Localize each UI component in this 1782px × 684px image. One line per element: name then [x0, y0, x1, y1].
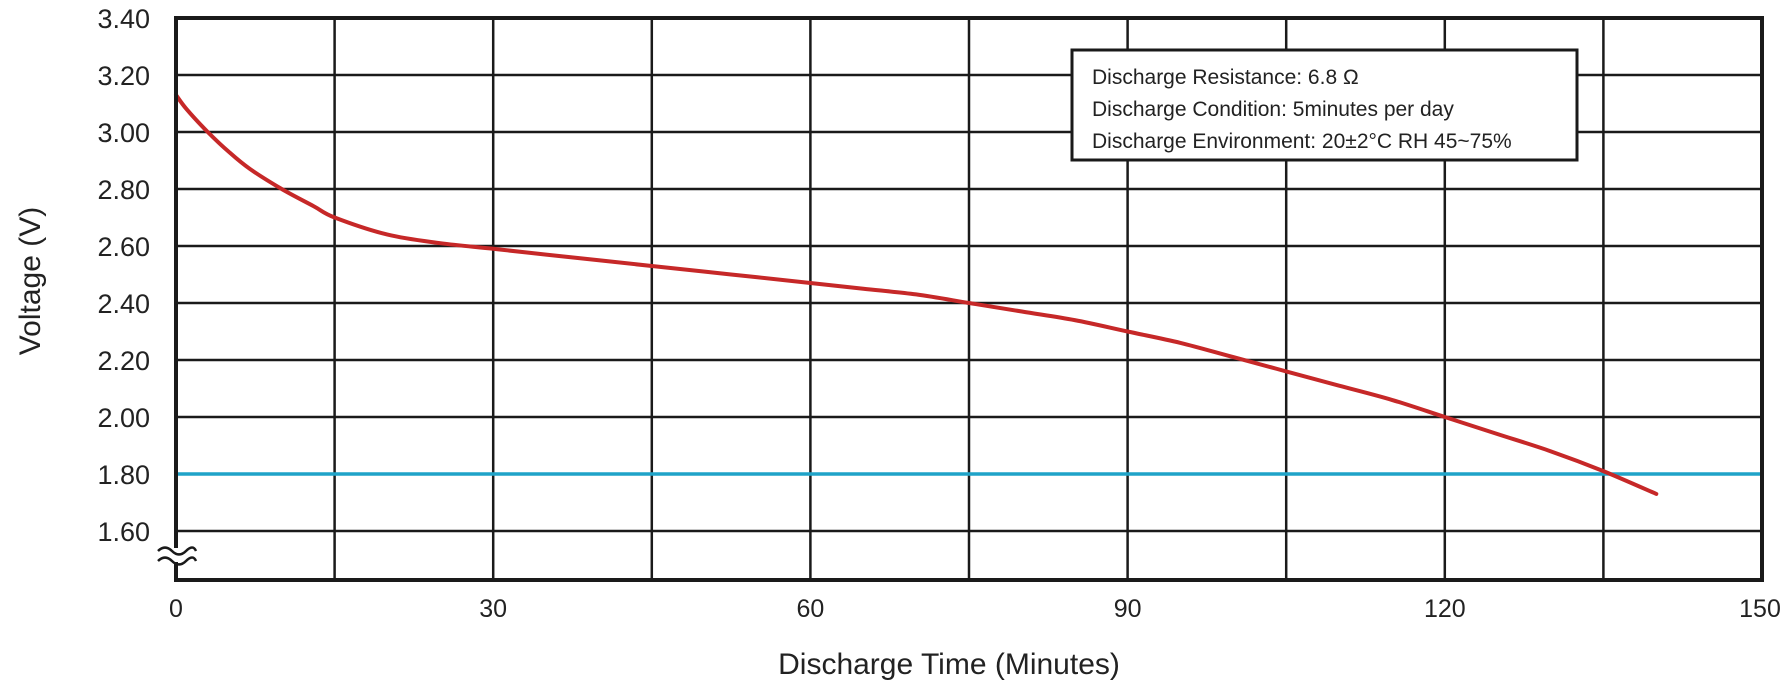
x-tick-label: 30 [479, 595, 507, 623]
y-tick-label: 1.80 [97, 460, 150, 490]
axis-break-mark [157, 556, 198, 566]
legend-box: Discharge Resistance: 6.8 Ω Discharge Co… [1070, 48, 1579, 162]
y-tick-labels: 1.60 1.80 2.00 2.20 2.40 2.60 2.80 3.00 3.20 3.40 [97, 4, 150, 547]
y-tick-label: 2.00 [97, 403, 150, 433]
y-tick-label: 3.00 [97, 118, 150, 148]
x-tick-label: 0 [169, 595, 183, 623]
y-tick-label: 2.20 [97, 346, 150, 376]
legend-border [1070, 48, 1579, 162]
y-tick-label: 3.20 [97, 61, 150, 91]
plot-frame [174, 16, 1764, 582]
y-axis-title: Voltage (V) [14, 207, 47, 355]
x-tick-label: 150 [1739, 595, 1781, 623]
axis-break-mark [157, 546, 198, 556]
x-tick-labels: 0 30 60 90 120 150 [169, 595, 1781, 623]
y-axis-break [157, 546, 198, 566]
series [174, 93, 1659, 496]
y-tick-label: 1.60 [97, 517, 150, 547]
x-tick-label: 60 [796, 595, 824, 623]
legend-line-resistance: Discharge Resistance: 6.8 Ω [1092, 66, 1359, 89]
legend-line-condition: Discharge Condition: 5minutes per day [1092, 98, 1454, 121]
y-tick-label: 2.80 [97, 175, 150, 205]
y-tick-label: 2.60 [97, 232, 150, 262]
y-tick-label: 2.40 [97, 289, 150, 319]
x-axis-title: Discharge Time (Minutes) [778, 648, 1120, 681]
y-tick-label: 3.40 [97, 4, 150, 34]
voltage-curve [174, 93, 1659, 496]
x-tick-label: 90 [1114, 595, 1142, 623]
legend-line-environment: Discharge Environment: 20±2°C RH 45~75% [1092, 130, 1512, 153]
x-tick-label: 120 [1424, 595, 1466, 623]
